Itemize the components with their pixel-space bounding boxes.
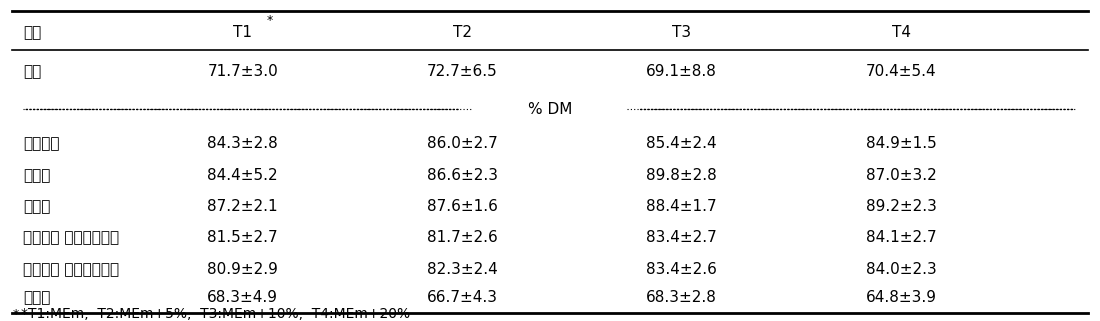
Text: *: * [267,14,273,27]
Text: 86.0±2.7: 86.0±2.7 [427,136,497,152]
Text: 87.2±2.1: 87.2±2.1 [208,199,278,214]
Text: 84.3±2.8: 84.3±2.8 [208,136,278,152]
Text: 86.6±2.3: 86.6±2.3 [427,168,497,183]
Text: 82.3±2.4: 82.3±2.4 [427,262,497,277]
Text: 68.3±2.8: 68.3±2.8 [646,290,717,305]
Text: 84.1±2.7: 84.1±2.7 [866,230,936,246]
Text: 조회분: 조회분 [23,290,51,305]
Text: 80.9±2.9: 80.9±2.9 [207,262,278,277]
Text: 89.2±2.3: 89.2±2.3 [866,199,936,214]
Text: T1: T1 [233,25,252,40]
Text: 70.4±5.4: 70.4±5.4 [866,65,936,79]
Text: 71.7±3.0: 71.7±3.0 [208,65,278,79]
Text: 중성세제 불용성섬유소: 중성세제 불용성섬유소 [23,230,120,246]
Text: 항목: 항목 [23,25,42,40]
Text: 68.3±4.9: 68.3±4.9 [207,290,278,305]
Text: T4: T4 [892,25,911,40]
Text: T2: T2 [453,25,472,40]
Text: 84.9±1.5: 84.9±1.5 [866,136,936,152]
Text: 81.5±2.7: 81.5±2.7 [208,230,278,246]
Text: 72.7±6.5: 72.7±6.5 [427,65,497,79]
Text: 89.8±2.8: 89.8±2.8 [647,168,717,183]
Text: 69.1±8.8: 69.1±8.8 [646,65,717,79]
Text: *T1:MEm,  T2:MEm+5%,  T3:MEm+10%,  T4:MEm+20%: *T1:MEm, T2:MEm+5%, T3:MEm+10%, T4:MEm+2… [21,307,410,321]
Text: 83.4±2.6: 83.4±2.6 [646,262,717,277]
Text: 조단백질: 조단백질 [23,136,59,152]
Text: 64.8±3.9: 64.8±3.9 [866,290,936,305]
Text: 83.4±2.7: 83.4±2.7 [647,230,717,246]
Text: 66.7±4.3: 66.7±4.3 [427,290,497,305]
Text: 87.6±1.6: 87.6±1.6 [427,199,497,214]
Text: 건물: 건물 [23,65,42,79]
Text: 조섬유: 조섬유 [23,199,51,214]
Text: 81.7±2.6: 81.7±2.6 [427,230,497,246]
Text: 산성세제 불용성섬유소: 산성세제 불용성섬유소 [23,262,120,277]
Text: 87.0±3.2: 87.0±3.2 [866,168,936,183]
Text: 88.4±1.7: 88.4±1.7 [647,199,717,214]
Text: 84.4±5.2: 84.4±5.2 [208,168,278,183]
Text: *: * [12,308,19,321]
Text: 84.0±2.3: 84.0±2.3 [866,262,936,277]
Text: % DM: % DM [528,102,572,117]
Text: 85.4±2.4: 85.4±2.4 [647,136,717,152]
Text: T3: T3 [672,25,691,40]
Text: 조지방: 조지방 [23,168,51,183]
